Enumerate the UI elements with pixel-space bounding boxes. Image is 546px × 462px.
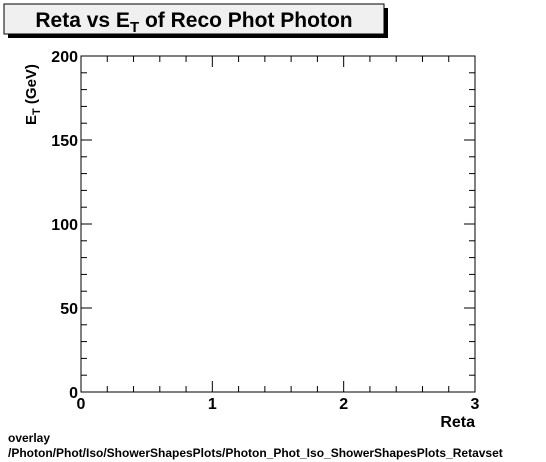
plot-frame [80, 55, 476, 393]
y-tick-label: 150 [51, 133, 78, 150]
x-tick-label: 0 [77, 396, 86, 413]
x-tick-label: 1 [208, 396, 217, 413]
x-axis-ticks [80, 56, 476, 392]
y-tick-label: 50 [60, 301, 78, 318]
footer-line-1: overlay [8, 431, 51, 445]
x-axis-title: Reta [440, 414, 475, 431]
y-axis-tick-labels: 0 50 100 150 200 [51, 49, 78, 402]
x-tick-label: 3 [471, 396, 480, 413]
y-tick-label: 0 [69, 385, 78, 402]
footer-line-2: /Photon/Phot/Iso/ShowerShapesPlots/Photo… [8, 446, 503, 460]
y-axis-ticks [81, 55, 475, 393]
x-axis-tick-labels: 0 1 2 3 [77, 396, 480, 413]
chart-title: Reta vs ET of Reco Phot Photon [35, 9, 352, 36]
y-axis-title: ET (GeV) [23, 64, 43, 125]
y-tick-label: 100 [51, 217, 78, 234]
x-tick-label: 2 [339, 396, 348, 413]
y-tick-label: 200 [51, 49, 78, 66]
title-box [3, 3, 385, 35]
